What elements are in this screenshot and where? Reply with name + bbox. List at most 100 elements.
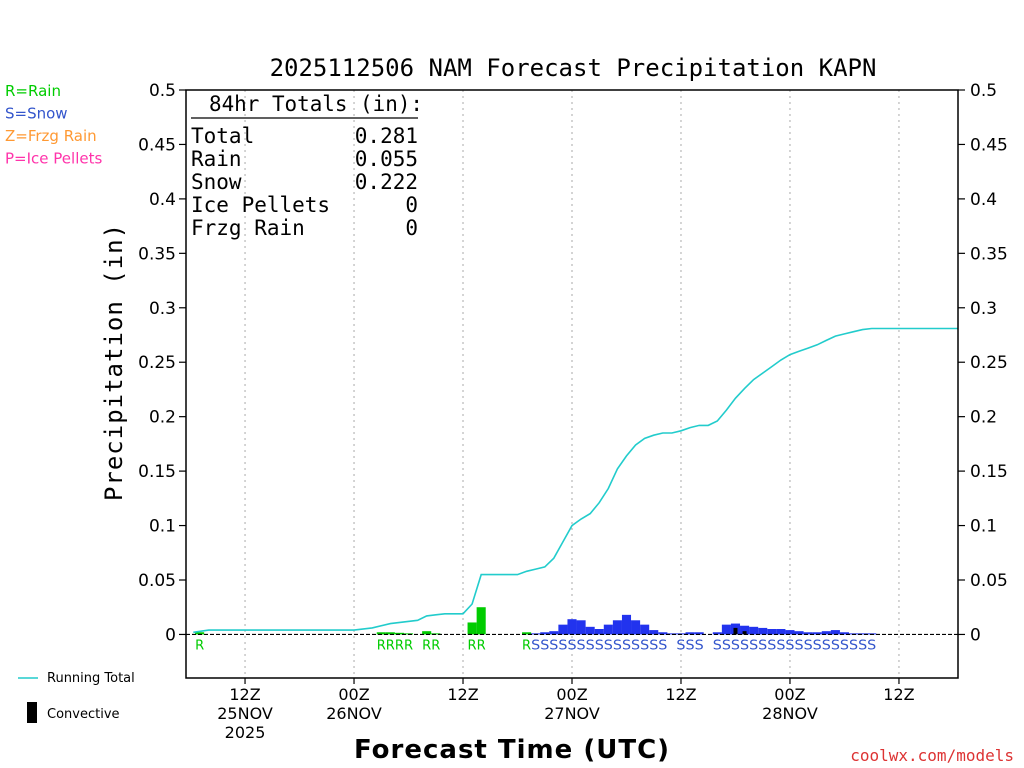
x-tick-label: 12Z <box>229 685 260 704</box>
precip-bar <box>685 632 695 635</box>
precip-bar <box>540 632 550 635</box>
y-tick-label: 0.2 <box>970 408 997 428</box>
precip-bar <box>467 622 477 635</box>
totals-row-label: Frzg Rain <box>191 216 305 240</box>
precip-bar <box>640 624 650 635</box>
y-tick-label: 0.5 <box>149 81 176 101</box>
y-tick-label: 0.35 <box>970 244 1008 264</box>
precip-type-label: RRRR <box>377 638 413 653</box>
y-tick-label: 0.05 <box>970 571 1008 591</box>
y-tick-label: 0 <box>970 625 981 645</box>
precip-bar <box>631 620 641 635</box>
plot-area: R RRRR RR RR R SSSSSSSSSSSSSSS SSS SSSSSSSSSSSS… <box>185 89 959 679</box>
precip-bar <box>376 632 386 635</box>
precip-bar <box>585 626 595 635</box>
precip-bar <box>776 629 786 635</box>
totals-row-value: 0 <box>405 193 418 217</box>
precip-bar <box>758 627 768 635</box>
type-legend-item: P=Ice Pellets <box>5 150 102 168</box>
running-total-legend-label: Running Total <box>47 671 135 686</box>
y-axis-right: 0.5 0.45 0.4 0.35 0.3 0.25 0.2 0.15 0.1 0.05 0 <box>958 81 1008 645</box>
x-tick-label: 28NOV <box>762 704 818 723</box>
precip-type-label: SSSSSSSSSSSSSSS <box>531 638 667 653</box>
convective-swatch <box>27 702 37 723</box>
precip-bar <box>422 631 432 635</box>
totals-row-value: 0.055 <box>355 147 418 171</box>
precip-bar <box>394 632 404 635</box>
precip-bar <box>658 632 668 635</box>
precip-bar <box>812 632 822 635</box>
precip-type-label: RR <box>468 638 486 653</box>
y-tick-label: 0.25 <box>970 353 1008 373</box>
x-tick-label: 00Z <box>556 685 587 704</box>
y-tick-label: 0.05 <box>138 571 176 591</box>
precip-type-labels: R RRRR RR RR R SSSSSSSSSSSSSSS SSS SSSSSSSSSSSS… <box>195 638 876 653</box>
precip-bar <box>712 632 722 635</box>
precip-bar <box>803 632 813 635</box>
x-tick-label: 12Z <box>883 685 914 704</box>
totals-row-label: Ice Pellets <box>191 193 330 217</box>
precip-bar <box>858 633 868 635</box>
precip-bar <box>476 607 486 635</box>
precip-type-label: R <box>522 638 531 653</box>
x-tick-label: 12Z <box>447 685 478 704</box>
totals-header: 84hr Totals (in): <box>209 92 423 116</box>
y-tick-label: 0.1 <box>149 517 176 537</box>
precip-type-label: SSSSSSSSSSSSSSSSSS <box>713 638 876 653</box>
hourly-precip-bars <box>195 607 877 635</box>
precip-bar <box>839 632 850 635</box>
y-axis-left: 0.5 0.45 0.4 0.35 0.3 0.25 0.2 0.15 0.1 0.05 0 <box>138 81 186 645</box>
precip-bar <box>749 626 759 635</box>
totals-row-label: Total <box>191 124 254 148</box>
y-tick-label: 0.45 <box>970 135 1008 155</box>
type-legend-item: S=Snow <box>5 105 68 123</box>
totals-row-label: Rain <box>191 147 242 171</box>
precip-bar <box>785 630 795 635</box>
precip-bar <box>667 633 677 635</box>
totals-row-label: Snow <box>191 170 242 194</box>
type-legend-item: R=Rain <box>5 82 61 100</box>
y-tick-label: 0.25 <box>138 353 176 373</box>
totals-box: 84hr Totals (in): Total 0.281 Rain 0.055 Sno… <box>191 92 423 240</box>
y-tick-label: 0.5 <box>970 81 997 101</box>
totals-row-value: 0.281 <box>355 124 418 148</box>
precip-bar <box>794 631 804 635</box>
x-tick-label: 00Z <box>774 685 805 704</box>
totals-row-value: 0.222 <box>355 170 418 194</box>
precip-bar <box>612 620 622 635</box>
precip-bar <box>576 620 586 635</box>
y-tick-label: 0.1 <box>970 517 997 537</box>
precip-type-label: R <box>195 638 204 653</box>
x-tick-label: 12Z <box>665 685 696 704</box>
y-tick-label: 0.3 <box>149 299 176 319</box>
y-tick-label: 0.15 <box>138 462 176 482</box>
running-total-line <box>193 327 958 634</box>
y-tick-label: 0.45 <box>138 135 176 155</box>
precip-type-legend: R=Rain S=Snow Z=Frzg Rain P=Ice Pellets <box>5 82 102 168</box>
precip-bar <box>621 614 632 635</box>
precip-type-label: RR <box>422 638 440 653</box>
y-tick-label: 0.35 <box>138 244 176 264</box>
precip-bar <box>830 630 840 635</box>
convective-legend-label: Convective <box>47 707 120 722</box>
watermark: coolwx.com/models <box>850 746 1014 765</box>
x-tick-label: 00Z <box>338 685 369 704</box>
precip-bar <box>721 624 731 635</box>
precip-bar <box>567 619 577 635</box>
x-tick-label: 25NOV <box>217 704 273 723</box>
precip-bar <box>195 632 205 635</box>
y-tick-label: 0.2 <box>149 408 176 428</box>
vertical-gridlines <box>244 90 900 678</box>
y-tick-label: 0.15 <box>970 462 1008 482</box>
y-tick-label: 0 <box>165 625 176 645</box>
precip-bar <box>385 632 395 635</box>
line-legend: Running Total Convective <box>18 671 135 723</box>
chart-title: 2025112506 NAM Forecast Precipitation KA… <box>270 54 877 82</box>
convective-bars <box>733 627 747 635</box>
x-tick-label: 27NOV <box>544 704 600 723</box>
x-tick-label: 2025 <box>225 723 266 742</box>
y-axis-label: Precipitation (in) <box>100 223 128 501</box>
precip-bar <box>594 629 604 635</box>
